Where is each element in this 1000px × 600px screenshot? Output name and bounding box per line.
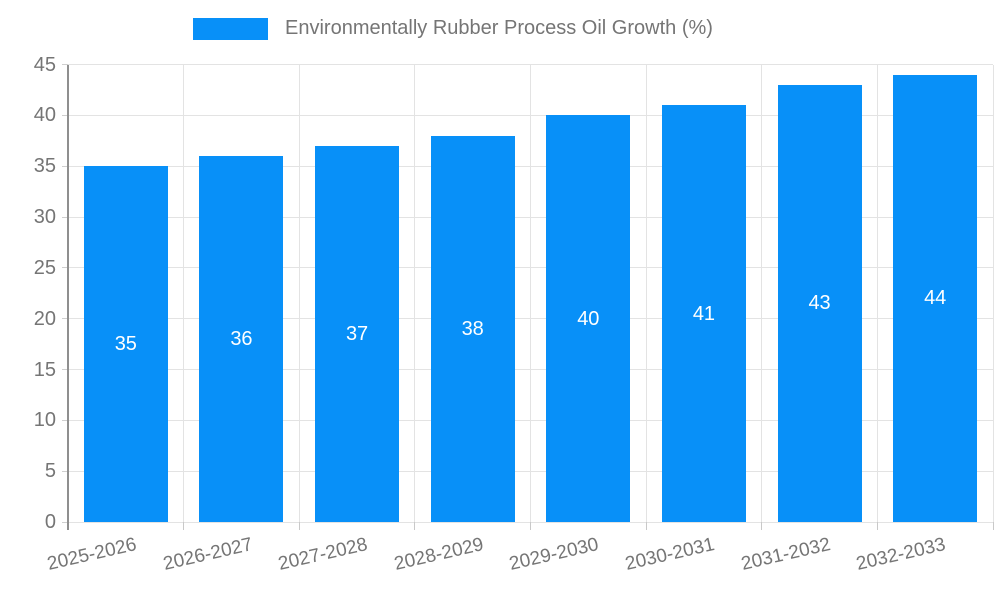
y-axis-tick-label: 45 [33,53,56,76]
bar-value-label: 37 [345,322,369,345]
y-axis-tick [62,114,68,116]
y-axis-tick-label: 5 [44,460,56,483]
gridline-v [645,64,647,522]
x-axis-tick-label: 2031-2032 [739,534,833,575]
x-axis-tick [298,522,300,530]
y-axis-tick-label: 0 [44,511,56,533]
y-axis-tick [62,267,68,269]
gridline-v [298,64,300,522]
legend-item[interactable]: Environmentally Rubber Process Oil Growt… [193,17,713,40]
legend-label: Environmentally Rubber Process Oil Growt… [285,17,713,39]
y-axis-tick [62,521,68,523]
bar-2025-2026[interactable] [83,166,168,522]
x-axis-tick [876,522,878,530]
x-axis-tick-label: 2029-2030 [507,534,602,575]
bar-2032-2033[interactable] [893,74,978,522]
legend-swatch-icon [193,17,268,40]
bar-value-label: 41 [692,302,716,325]
y-axis-tick-label: 35 [33,155,56,178]
x-axis-tick [183,522,185,530]
bar-2031-2032[interactable] [777,84,862,522]
gridline-v [414,64,416,522]
y-axis-tick [62,64,68,65]
x-axis-tick [761,522,763,530]
y-axis-tick [62,318,68,320]
gridline-v [876,64,878,522]
bar-value-label: 36 [230,328,253,350]
bar-value-label: 40 [577,307,600,330]
bar-value-label: 44 [924,287,947,310]
y-axis-tick [62,369,68,370]
y-axis-tick-label: 25 [33,256,56,279]
y-axis-tick-label: 20 [33,307,56,330]
bar-value-label: 35 [114,333,137,356]
x-axis-tick-label: 2025-2026 [45,534,139,575]
y-axis-line [67,64,69,530]
x-axis-tick [530,522,531,530]
x-axis-tick-label: 2030-2031 [623,534,717,575]
y-axis-tick-label: 10 [33,409,56,432]
x-axis-tick-label: 2026-2027 [160,534,255,575]
x-axis-tick [645,522,647,530]
bar-2028-2029[interactable] [430,135,515,522]
x-axis-tick-label: 2028-2029 [392,534,486,575]
y-axis-tick-label: 30 [33,206,56,228]
bar-2030-2031[interactable] [661,105,746,522]
y-axis-tick [62,470,68,472]
gridline-v [530,64,531,522]
x-axis-tick-label: 2032-2033 [854,534,948,575]
bar-2027-2028[interactable] [315,145,400,522]
y-axis-tick [62,216,68,218]
y-axis-tick [62,419,68,421]
y-axis-tick-label: 40 [33,104,56,127]
x-axis-tick [992,522,994,530]
gridline-v [761,64,763,522]
bar-2029-2030[interactable] [546,115,631,522]
gridline-v [183,64,185,522]
y-axis-tick [62,165,68,167]
bar-value-label: 38 [461,317,484,340]
bar-2026-2027[interactable] [199,156,284,522]
bar-value-label: 43 [808,292,831,315]
x-axis-tick [414,522,416,530]
x-axis-tick-label: 2027-2028 [276,534,370,575]
gridline-v [992,64,994,522]
y-axis-tick-label: 15 [33,358,56,381]
